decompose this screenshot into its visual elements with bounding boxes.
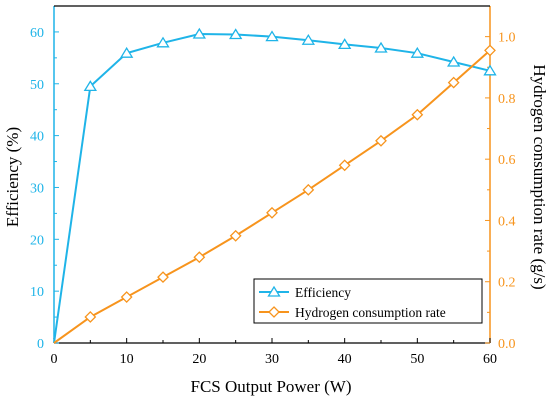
hydrogen-point xyxy=(120,291,133,303)
efficiency-point xyxy=(229,28,243,40)
x-tick-label: 50 xyxy=(410,352,424,367)
right-tick-label: 1.0 xyxy=(498,31,516,46)
efficiency-point xyxy=(120,46,134,58)
hydrogen-point xyxy=(302,183,315,196)
efficiency-point xyxy=(156,36,170,48)
hydrogen-point xyxy=(338,159,351,172)
efficiency-point xyxy=(338,38,352,50)
x-tick-label: 20 xyxy=(192,352,206,367)
hydrogen-point xyxy=(157,271,169,284)
legend-hydrogen-label: Hydrogen consumption rate xyxy=(295,305,446,320)
efficiency-point xyxy=(301,33,315,45)
axes-layer: 0 10 20 30 40 50 6001020304050600.00.20.40.60.… xyxy=(30,5,516,367)
x-axis-title: FCS Output Power (W) xyxy=(190,377,351,396)
efficiency-point xyxy=(483,64,497,76)
hydrogen-point xyxy=(84,311,97,323)
hydrogen-point xyxy=(266,206,278,219)
legend-efficiency-marker xyxy=(267,285,281,297)
hydrogen-point xyxy=(447,76,460,89)
legend: Efficiency Hydrogen consumption rate xyxy=(253,278,483,324)
hydrogen-point xyxy=(229,229,242,242)
right-tick-label: 0.4 xyxy=(498,214,516,229)
series-layer xyxy=(53,27,497,344)
left-tick-label: 60 xyxy=(30,26,44,41)
legend-box xyxy=(253,278,483,324)
left-axis-title: Efficiency (%) xyxy=(3,127,22,227)
left-tick-label: 20 xyxy=(30,233,44,248)
left-tick-label: 50 xyxy=(30,78,44,93)
right-tick-label: 0.6 xyxy=(498,153,516,168)
hydrogen-point xyxy=(411,108,424,121)
right-tick-label: 0.2 xyxy=(498,276,516,291)
right-tick-label: 0.0 xyxy=(498,337,516,352)
left-tick-label: 0 xyxy=(37,337,44,352)
efficiency-point xyxy=(410,46,424,58)
x-tick-label: 30 xyxy=(265,352,279,367)
x-tick-label: 10 xyxy=(120,352,134,367)
hydrogen-point xyxy=(193,251,206,264)
efficiency-point xyxy=(83,80,97,92)
legend-efficiency-label: Efficiency xyxy=(295,285,351,300)
hydrogen-point xyxy=(484,44,496,57)
left-tick-label: 30 xyxy=(30,181,44,196)
x-tick-label: 40 xyxy=(338,352,352,367)
efficiency-point xyxy=(374,41,388,53)
labels-layer: FCS Output Power (W) Efficiency (%) Hydr… xyxy=(3,64,549,396)
efficiency-point xyxy=(447,55,461,67)
right-tick-label: 0.8 xyxy=(498,92,516,107)
right-axis-title: Hydrogen consumption rate (g/s) xyxy=(530,64,549,289)
hydrogen-point xyxy=(375,134,387,147)
left-tick-label: 10 xyxy=(30,285,44,300)
efficiency-point xyxy=(192,27,206,39)
x-tick-label: 0 xyxy=(51,352,58,367)
efficiency-point xyxy=(265,30,279,42)
legend-hydrogen-marker xyxy=(268,306,280,318)
x-tick-label: 60 xyxy=(483,352,497,367)
left-tick-label: 40 xyxy=(30,130,44,145)
